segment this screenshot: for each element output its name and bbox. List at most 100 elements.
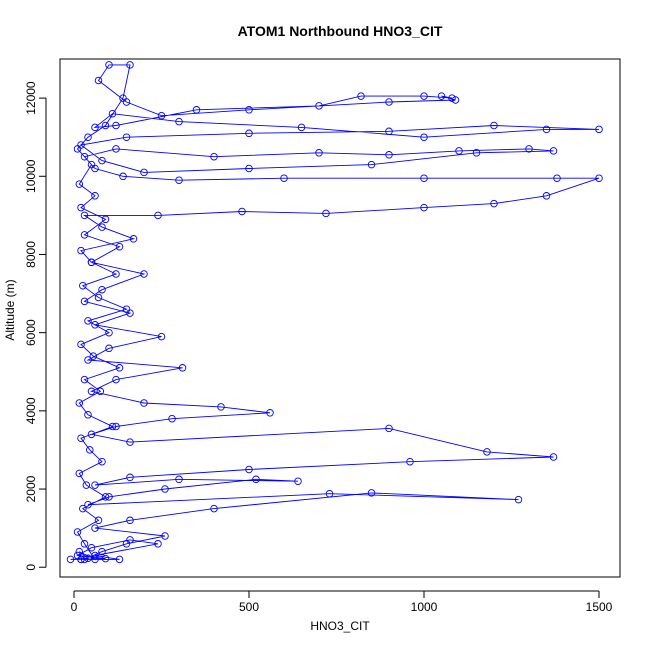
- data-point: [82, 481, 91, 489]
- data-point: [549, 147, 558, 155]
- data-point: [126, 536, 134, 544]
- data-point: [367, 160, 376, 169]
- data-point: [80, 297, 89, 306]
- data-point: [455, 147, 463, 155]
- data-point: [84, 554, 92, 562]
- x-tick-label: 500: [239, 600, 259, 614]
- data-point: [245, 106, 253, 114]
- chart-title: ATOM1 Northbound HNO3_CIT: [238, 23, 443, 39]
- data-point: [91, 123, 99, 132]
- data-point: [86, 446, 94, 454]
- data-point: [112, 270, 120, 278]
- data-point: [98, 156, 106, 165]
- data-point: [168, 414, 176, 423]
- data-point: [87, 387, 96, 396]
- data-point: [80, 375, 89, 384]
- data-point: [75, 399, 84, 407]
- data-point: [525, 145, 533, 153]
- data-point: [266, 409, 274, 417]
- data-point: [101, 493, 110, 501]
- data-point: [112, 145, 120, 153]
- data-point: [98, 285, 106, 294]
- data-point: [80, 152, 89, 161]
- data-point: [129, 235, 138, 243]
- data-point: [77, 434, 85, 442]
- y-axis: 0 2000 4000 6000 8000 10000 12000: [24, 81, 47, 571]
- data-point: [140, 168, 148, 177]
- data-point: [553, 174, 561, 182]
- data-point: [420, 133, 428, 141]
- data-point: [98, 547, 106, 556]
- data-point: [210, 152, 218, 161]
- data-point: [115, 364, 124, 372]
- data-point: [77, 340, 85, 349]
- data-point: [315, 102, 323, 110]
- data-point: [105, 328, 113, 337]
- x-axis: 0 500 1000 1500: [71, 590, 613, 614]
- data-point: [94, 76, 103, 85]
- data-point: [315, 149, 323, 157]
- data-point: [140, 270, 148, 278]
- data-point: [357, 92, 365, 100]
- data-point: [105, 493, 113, 501]
- data-point: [91, 192, 99, 200]
- data-point: [101, 554, 110, 563]
- data-point: [94, 516, 103, 525]
- y-tick-label: 10000: [24, 159, 38, 193]
- data-point: [325, 489, 334, 498]
- data-point: [87, 160, 96, 169]
- data-point: [112, 422, 120, 431]
- data-point: [122, 133, 131, 141]
- data-point: [105, 344, 113, 353]
- data-point: [80, 555, 89, 564]
- data-point: [66, 555, 75, 564]
- data-point: [472, 149, 481, 157]
- y-tick-label: 2000: [24, 475, 38, 502]
- y-tick-label: 0: [24, 564, 38, 571]
- data-point: [451, 96, 460, 104]
- data-point: [178, 364, 187, 372]
- data-point: [437, 92, 446, 100]
- data-point: [91, 524, 99, 532]
- data-point: [101, 121, 110, 130]
- x-tick-label: 0: [71, 600, 78, 614]
- data-point: [385, 151, 393, 159]
- data-point: [192, 106, 201, 114]
- data-point: [126, 473, 134, 482]
- data-point: [105, 61, 113, 69]
- data-point: [490, 121, 498, 130]
- x-tick-label: 1000: [411, 600, 438, 614]
- data-point: [84, 411, 92, 419]
- plot-frame: [59, 58, 621, 578]
- data-point: [108, 109, 117, 118]
- data-point: [154, 540, 162, 548]
- y-tick-label: 4000: [24, 397, 38, 424]
- data-point: [245, 465, 253, 474]
- data-point: [73, 528, 82, 536]
- data-point: [77, 246, 85, 255]
- data-point: [294, 477, 302, 485]
- data-point: [126, 61, 134, 69]
- data-point: [420, 92, 428, 100]
- data-point: [115, 555, 124, 564]
- data-point: [94, 293, 103, 302]
- data-point: [126, 309, 134, 317]
- data-point: [87, 543, 96, 552]
- y-tick-label: 6000: [24, 319, 38, 346]
- data-point: [245, 129, 253, 138]
- data-point: [87, 430, 96, 439]
- data-point: [119, 172, 127, 181]
- data-point: [210, 504, 218, 513]
- data-point: [154, 211, 162, 220]
- x-tick-label: 1500: [586, 600, 613, 614]
- data-point: [297, 123, 306, 132]
- data-point: [140, 399, 148, 407]
- data-point: [108, 422, 117, 431]
- data-point: [79, 504, 87, 513]
- data-point: [80, 211, 89, 220]
- data-point: [385, 98, 393, 106]
- data-point: [126, 516, 134, 525]
- data-point: [84, 500, 92, 509]
